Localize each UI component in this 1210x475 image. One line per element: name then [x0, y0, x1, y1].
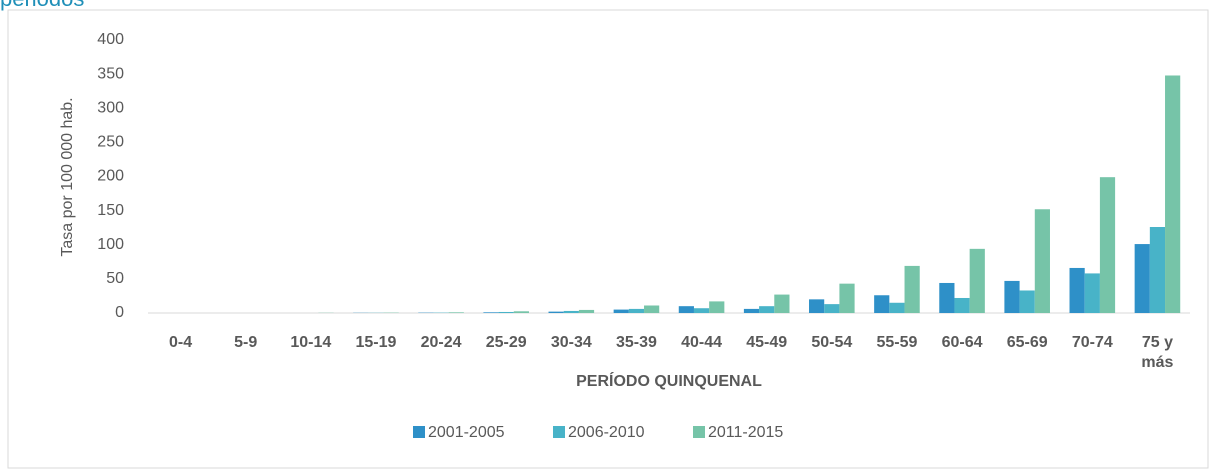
x-tick-label: 45-49	[734, 333, 799, 353]
x-tick-container: 25-29	[474, 333, 539, 381]
x-tick-container: 75 y más	[1125, 333, 1190, 381]
y-tick-label: 250	[97, 134, 124, 151]
x-tick-container: 45-49	[734, 333, 799, 381]
legend-label: 2001-2005	[428, 424, 505, 441]
x-tick-container: 55-59	[864, 333, 929, 381]
x-tick-label: 65-69	[995, 333, 1060, 353]
x-tick-label: 50-54	[799, 333, 864, 353]
bar	[629, 309, 644, 313]
legend-label: 2011-2015	[708, 424, 783, 441]
bar	[1035, 209, 1050, 313]
bar	[679, 306, 694, 313]
x-tick-container: 35-39	[604, 333, 669, 381]
bar	[499, 312, 514, 313]
x-tick-container: 20-24	[409, 333, 474, 381]
y-tick-label: 100	[97, 236, 124, 253]
bar	[709, 301, 724, 313]
x-tick-label: 25-29	[474, 333, 539, 353]
x-tick-label: 20-24	[409, 333, 474, 353]
x-tick-label: 0-4	[148, 333, 213, 353]
x-tick-container: 40-44	[669, 333, 734, 381]
bar	[483, 312, 498, 313]
y-tick-label: 150	[97, 202, 124, 219]
bar	[1004, 281, 1019, 313]
bar	[874, 295, 889, 313]
bar	[744, 309, 759, 313]
x-tick-label: 60-64	[930, 333, 995, 353]
bar	[1020, 290, 1035, 313]
x-tick-container: 50-54	[799, 333, 864, 381]
x-tick-container: 60-64	[930, 333, 995, 381]
x-tick-container: 0-4	[148, 333, 213, 381]
y-axis-title: Tasa por 100 000 hab.	[59, 97, 76, 256]
x-tick-container: 65-69	[995, 333, 1060, 381]
y-tick-label: 300	[97, 99, 124, 116]
x-tick-label: 75 y más	[1125, 333, 1190, 373]
bar	[1085, 273, 1100, 313]
legend-swatch	[413, 426, 425, 438]
bar	[449, 312, 464, 313]
x-tick-container: 70-74	[1060, 333, 1125, 381]
bar	[644, 305, 659, 313]
bar	[809, 299, 824, 313]
x-tick-label: 35-39	[604, 333, 669, 353]
bar	[905, 266, 920, 313]
y-tick-label: 0	[115, 304, 124, 321]
bar	[1100, 177, 1115, 313]
y-tick-label: 50	[106, 270, 124, 287]
y-tick-label: 200	[97, 168, 124, 185]
x-tick-label: 70-74	[1060, 333, 1125, 353]
chart-border	[8, 10, 1208, 468]
x-tick-label: 15-19	[343, 333, 408, 353]
bar	[1150, 227, 1165, 313]
x-tick-label: 30-34	[539, 333, 604, 353]
bar	[954, 298, 969, 313]
legend-label: 2006-2010	[568, 424, 645, 441]
bar	[1135, 244, 1150, 313]
chart-title: periodos	[0, 0, 84, 11]
x-tick-container: 15-19	[343, 333, 408, 381]
x-tick-container: 5-9	[213, 333, 278, 381]
y-tick-label: 400	[97, 31, 124, 48]
x-tick-container: 30-34	[539, 333, 604, 381]
bar	[939, 283, 954, 313]
x-tick-label: 40-44	[669, 333, 734, 353]
bar	[694, 308, 709, 313]
bar	[970, 249, 985, 313]
bar	[514, 311, 529, 313]
bar	[889, 303, 904, 313]
y-tick-label: 350	[97, 65, 124, 82]
bar	[839, 284, 854, 313]
bar	[579, 310, 594, 313]
x-tick-label: 55-59	[864, 333, 929, 353]
x-tick-label: 10-14	[278, 333, 343, 353]
bar	[824, 304, 839, 313]
bar	[549, 312, 564, 313]
legend-swatch	[553, 426, 565, 438]
bar	[774, 295, 789, 313]
x-tick-container: 10-14	[278, 333, 343, 381]
bar	[614, 310, 629, 313]
bar	[1070, 268, 1085, 313]
bar	[1165, 75, 1180, 313]
x-tick-label: 5-9	[213, 333, 278, 353]
legend-swatch	[693, 426, 705, 438]
bar	[759, 306, 774, 313]
bar	[564, 311, 579, 313]
